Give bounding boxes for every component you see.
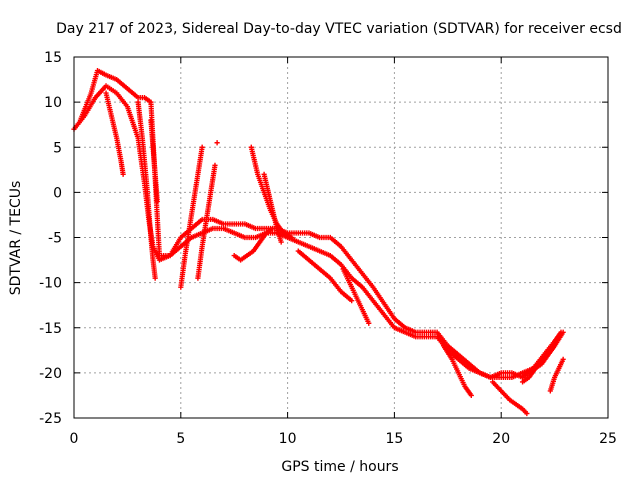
plot-frame (73, 56, 609, 419)
x-tick-label: 20 (492, 431, 510, 447)
series-drop-13h (340, 266, 372, 326)
series-rise-22.5h (547, 356, 566, 394)
data-point (558, 329, 564, 335)
y-tick-label: 0 (53, 185, 62, 201)
data-points (71, 67, 566, 417)
series-rise-5h (178, 144, 205, 290)
x-tick-label: 15 (385, 431, 403, 447)
data-point (152, 275, 158, 281)
series-drop-18h (440, 343, 474, 399)
y-tick-label: -15 (39, 321, 62, 337)
data-point (289, 234, 295, 241)
series-rise-6h (195, 162, 218, 281)
tick-labels: 0 5 10 15 20 25 -25 -20 -15 -10 -5 0 5 10 15 (39, 50, 617, 447)
series-rise-21.5h (519, 343, 558, 385)
series-drop-early (103, 90, 126, 177)
x-axis-label: GPS time / hours (281, 459, 398, 475)
y-tick-label: 15 (44, 50, 62, 66)
x-tick-label: 10 (279, 431, 297, 447)
series-point-6.7h (214, 140, 220, 146)
data-point (278, 239, 284, 245)
data-point (524, 410, 530, 417)
data-point (212, 162, 218, 168)
series-drop-3.8h (148, 117, 160, 204)
data-point (349, 298, 355, 304)
series-mid-arc-10.5h (295, 248, 355, 304)
x-tick-label: 0 (70, 431, 79, 447)
y-tick-label: -25 (39, 411, 62, 427)
data-point (366, 320, 372, 326)
y-tick-label: -20 (39, 366, 62, 382)
data-point (468, 392, 474, 399)
data-point (154, 198, 160, 204)
series-arc-main-lower (71, 83, 566, 380)
data-point (552, 343, 558, 349)
data-point (199, 144, 205, 150)
series-drop-3h (135, 99, 158, 281)
series-mid-arc-7.5h (231, 225, 276, 263)
chart-title: Day 217 of 2023, Sidereal Day-to-day VTE… (56, 21, 622, 37)
data-point (214, 140, 220, 146)
y-tick-label: -10 (39, 276, 62, 292)
y-tick-label: 5 (53, 140, 62, 156)
series-dip-21h (490, 379, 530, 417)
data-point (560, 356, 566, 362)
series-drop-9h (261, 171, 284, 245)
y-axis-label: SDTVAR / TECUs (8, 181, 24, 296)
y-tick-label: -5 (48, 231, 62, 247)
data-point (120, 171, 126, 177)
x-tick-label: 25 (599, 431, 617, 447)
x-tick-label: 5 (176, 431, 185, 447)
y-tick-label: 10 (44, 95, 62, 111)
